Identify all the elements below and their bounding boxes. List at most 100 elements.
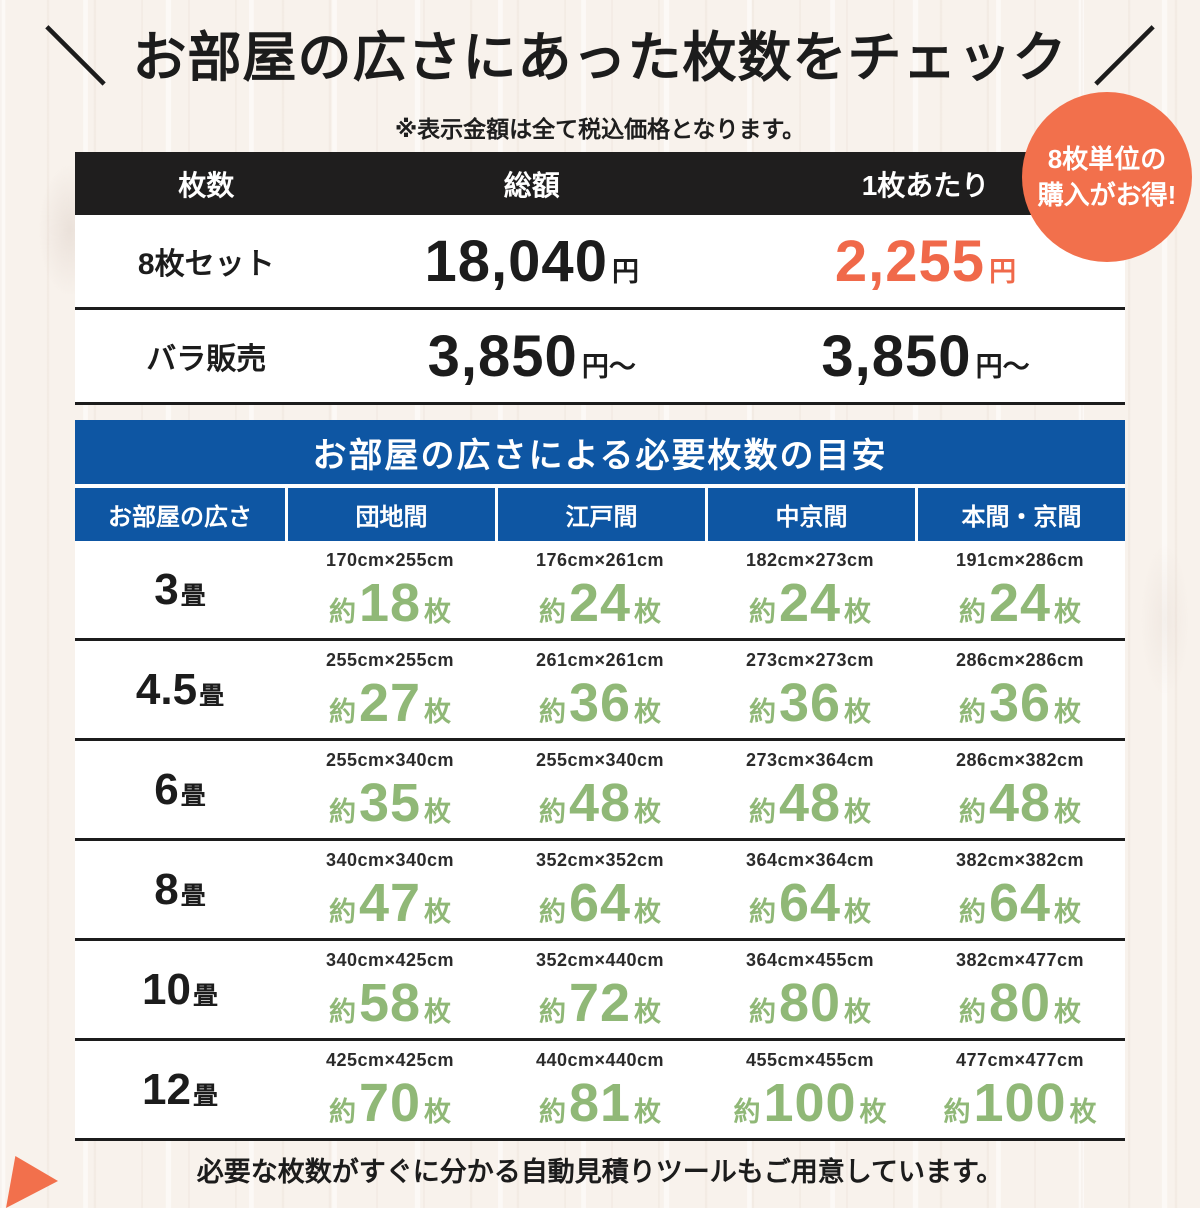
- tax-note: ※表示金額は全て税込価格となります。: [394, 116, 806, 142]
- tile-count-cell: 182cm×273cm 約 24 枚: [705, 541, 915, 638]
- guide-table-column-headers: お部屋の広さ 団地間 江戸間 中京間 本間・京間: [75, 488, 1125, 541]
- tile-count-cell: 382cm×477cm 約 80 枚: [915, 941, 1125, 1038]
- room-dimensions: 382cm×477cm: [955, 949, 1085, 970]
- price-single-per-amount: 3,850: [821, 323, 972, 389]
- room-dimensions: 382cm×382cm: [955, 849, 1085, 870]
- guide-col-honma-kyoma: 本間・京間: [915, 488, 1125, 541]
- sheets-suffix: 枚: [844, 896, 872, 927]
- tile-count-cell: 273cm×273cm 約 36 枚: [705, 641, 915, 738]
- page-title: お部屋の広さにあった枚数をチェック: [132, 28, 1068, 89]
- approx-prefix: 約: [538, 596, 566, 627]
- guide-table-title: お部屋の広さによる必要枚数の目安: [75, 420, 1125, 488]
- guide-table-rows: 3 畳 170cm×255cm 約 18 枚 176cm×261cm 約 24 枚 182cm×27…: [75, 541, 1125, 1141]
- sheets-suffix: 枚: [1054, 596, 1082, 627]
- tile-count-cell: 455cm×455cm 約 100 枚: [705, 1041, 915, 1138]
- approx-prefix: 約: [328, 596, 356, 627]
- tile-count: 約 70 枚: [329, 1072, 451, 1134]
- room-dimensions: 261cm×261cm: [535, 649, 665, 670]
- room-dimensions: 286cm×286cm: [955, 649, 1085, 670]
- tile-count: 約 27 枚: [329, 672, 451, 734]
- price-single-total: 3,850 円〜: [338, 323, 727, 390]
- tile-count-cell: 340cm×340cm 約 47 枚: [285, 841, 495, 938]
- price-set-per-amount: 2,255: [834, 228, 986, 294]
- sheets-suffix: 枚: [424, 596, 452, 627]
- room-dimensions: 352cm×440cm: [535, 949, 665, 970]
- room-size-unit: 畳: [192, 1081, 218, 1110]
- guide-table: お部屋の広さによる必要枚数の目安 お部屋の広さ 団地間 江戸間 中京間 本間・京…: [75, 420, 1125, 1141]
- sheets-suffix: 枚: [1054, 796, 1082, 827]
- tile-count-cell: 382cm×382cm 約 64 枚: [915, 841, 1125, 938]
- tile-count: 約 64 枚: [749, 872, 871, 934]
- approx-prefix: 約: [748, 996, 776, 1027]
- tile-count: 約 64 枚: [539, 872, 661, 934]
- page-header: ＼ お部屋の広さにあった枚数をチェック ／: [0, 28, 1200, 90]
- approx-prefix: 約: [733, 1096, 761, 1127]
- tile-count-number: 48: [988, 772, 1052, 833]
- room-size-number: 3: [154, 564, 179, 614]
- room-dimensions: 273cm×273cm: [745, 649, 875, 670]
- room-size-unit: 畳: [192, 981, 218, 1010]
- approx-prefix: 約: [328, 696, 356, 727]
- price-table: 枚数 総額 1枚あたり 8枚セット 18,040 円 2,255 円 バラ販売 …: [75, 152, 1125, 405]
- sheets-suffix: 枚: [634, 796, 662, 827]
- approx-prefix: 約: [958, 796, 986, 827]
- approx-prefix: 約: [958, 996, 986, 1027]
- tile-count-cell: 255cm×340cm 約 48 枚: [495, 741, 705, 838]
- room-dimensions: 340cm×425cm: [325, 949, 455, 970]
- approx-prefix: 約: [538, 896, 566, 927]
- tile-count-cell: 191cm×286cm 約 24 枚: [915, 541, 1125, 638]
- tile-count-number: 80: [988, 972, 1052, 1033]
- tile-count-cell: 364cm×455cm 約 80 枚: [705, 941, 915, 1038]
- tile-count-number: 18: [358, 572, 422, 633]
- room-size-label: 10 畳: [75, 965, 285, 1015]
- sheets-suffix: 枚: [634, 996, 662, 1027]
- room-size-unit: 畳: [180, 581, 206, 610]
- room-dimensions: 440cm×440cm: [535, 1049, 665, 1070]
- approx-prefix: 約: [958, 696, 986, 727]
- approx-prefix: 約: [943, 1096, 971, 1127]
- room-dimensions: 352cm×352cm: [535, 849, 665, 870]
- room-dimensions: 364cm×455cm: [745, 949, 875, 970]
- tile-count-number: 36: [568, 672, 632, 733]
- room-dimensions: 425cm×425cm: [325, 1049, 455, 1070]
- sheets-suffix: 枚: [844, 996, 872, 1027]
- title-decoration-right: ／: [1093, 24, 1156, 93]
- tile-count: 約 81 枚: [539, 1072, 661, 1134]
- room-dimensions: 176cm×261cm: [535, 549, 665, 570]
- tile-count: 約 35 枚: [329, 772, 451, 834]
- price-single-total-amount: 3,850: [427, 323, 578, 389]
- room-size-number: 8: [154, 864, 179, 914]
- room-dimensions: 255cm×255cm: [325, 649, 455, 670]
- price-table-header: 枚数 総額 1枚あたり: [75, 152, 1125, 215]
- room-size-unit: 畳: [180, 881, 206, 910]
- approx-prefix: 約: [538, 796, 566, 827]
- tile-count-cell: 440cm×440cm 約 81 枚: [495, 1041, 705, 1138]
- sheets-suffix: 枚: [1054, 996, 1082, 1027]
- sheets-suffix: 枚: [1054, 696, 1082, 727]
- tile-count-number: 48: [778, 772, 842, 833]
- sheets-suffix: 枚: [424, 996, 452, 1027]
- tile-count-number: 36: [988, 672, 1052, 733]
- price-set-total: 18,040 円: [338, 228, 727, 295]
- sheets-suffix: 枚: [424, 696, 452, 727]
- tile-count-number: 27: [358, 672, 422, 733]
- approx-prefix: 約: [328, 796, 356, 827]
- room-dimensions: 191cm×286cm: [955, 549, 1085, 570]
- tile-count-number: 100: [973, 1072, 1067, 1133]
- price-set-total-unit: 円: [611, 256, 639, 287]
- sheets-suffix: 枚: [634, 596, 662, 627]
- approx-prefix: 約: [328, 996, 356, 1027]
- price-col-total: 総額: [503, 169, 560, 201]
- tile-count: 約 100 枚: [733, 1072, 886, 1134]
- tile-count-number: 64: [778, 872, 842, 933]
- tile-count: 約 36 枚: [749, 672, 871, 734]
- room-dimensions: 364cm×364cm: [745, 849, 875, 870]
- price-row-single-label: バラ販売: [146, 343, 267, 376]
- price-set-per-unit: 円: [989, 256, 1017, 287]
- sheets-suffix: 枚: [424, 1096, 452, 1127]
- sheets-suffix: 枚: [844, 596, 872, 627]
- room-dimensions: 455cm×455cm: [745, 1049, 875, 1070]
- sheets-suffix: 枚: [634, 696, 662, 727]
